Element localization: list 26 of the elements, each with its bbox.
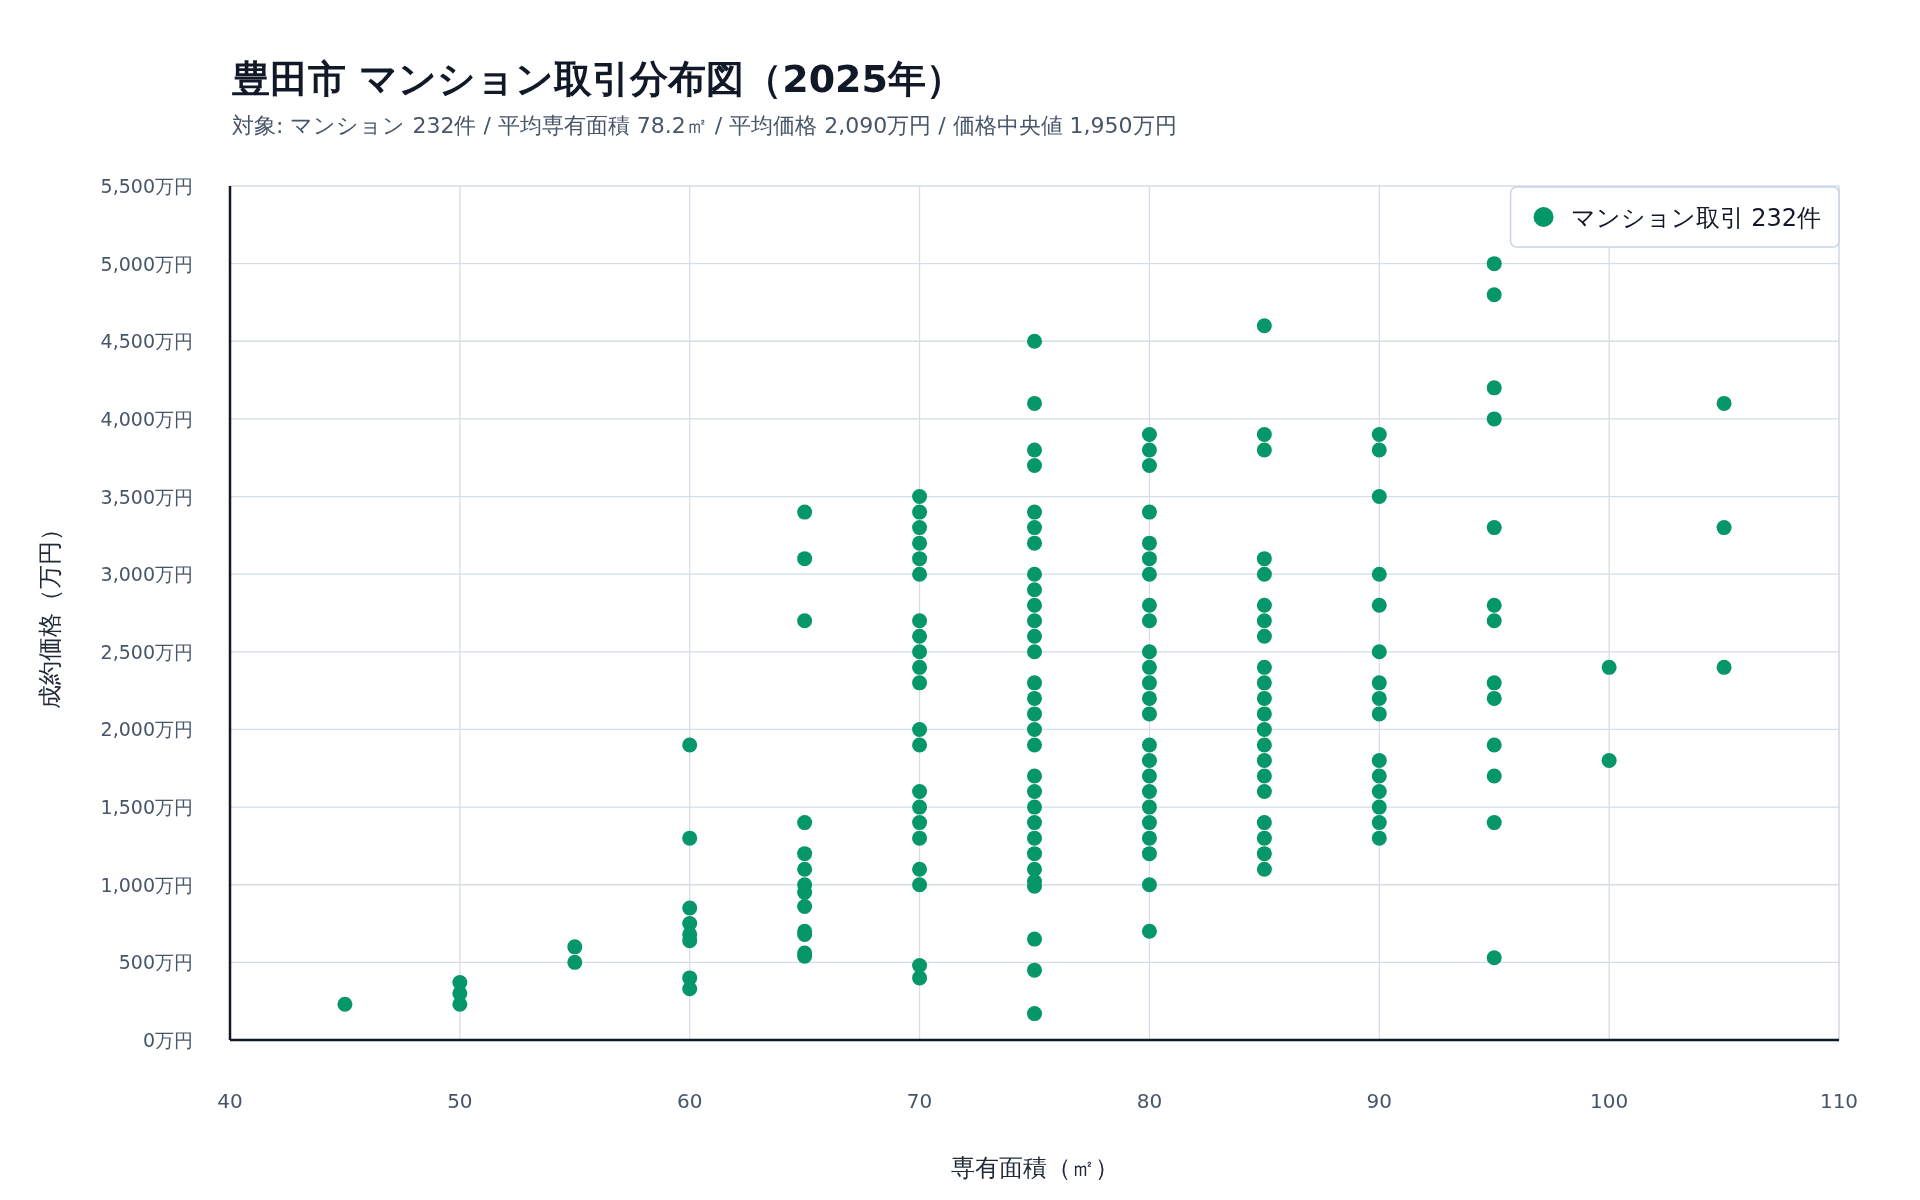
y-tick-label: 0万円 [142,1029,193,1051]
x-tick-label: 50 [447,1089,473,1113]
y-tick-label: 2,500万円 [100,640,193,663]
x-tick-label: 110 [1819,1089,1859,1113]
y-tick-label: 5,500万円 [100,175,193,197]
x-tick-label: 40 [217,1089,243,1113]
y-tick-label: 2,000万円 [100,718,193,741]
legend-label: マンション取引 232件 [1570,204,1821,232]
y-tick-label: 500万円 [118,951,193,974]
y-tick-label: 5,000万円 [100,252,193,275]
x-tick-label: 100 [1590,1089,1629,1113]
x-axis-title: 専有面積（㎡） [950,1154,1119,1182]
y-tick-label: 4,500万円 [100,330,193,353]
chart-subtitle: 対象: マンション 232件 / 平均専有面積 78.2㎡ / 平均価格 2,090万円 / 価格中央値 1,950万円 [232,113,1177,138]
y-tick-label: 3,000万円 [100,563,193,586]
x-tick-label: 60 [676,1089,703,1113]
chart-title: 豊田市 マンション取引分布図（2025年） [232,57,964,101]
x-tick-label: 80 [1136,1089,1163,1113]
y-tick-label: 4,000万円 [100,407,193,430]
x-tick-label: 70 [906,1089,933,1113]
y-tick-label: 1,000万円 [100,873,193,896]
legend: マンション取引 232件 [1509,186,1840,248]
x-tick-label: 90 [1366,1089,1393,1113]
y-axis-title: 成約価格（万円） [36,517,64,709]
y-tick-label: 3,500万円 [100,485,193,508]
y-tick-label: 1,500万円 [100,796,193,819]
